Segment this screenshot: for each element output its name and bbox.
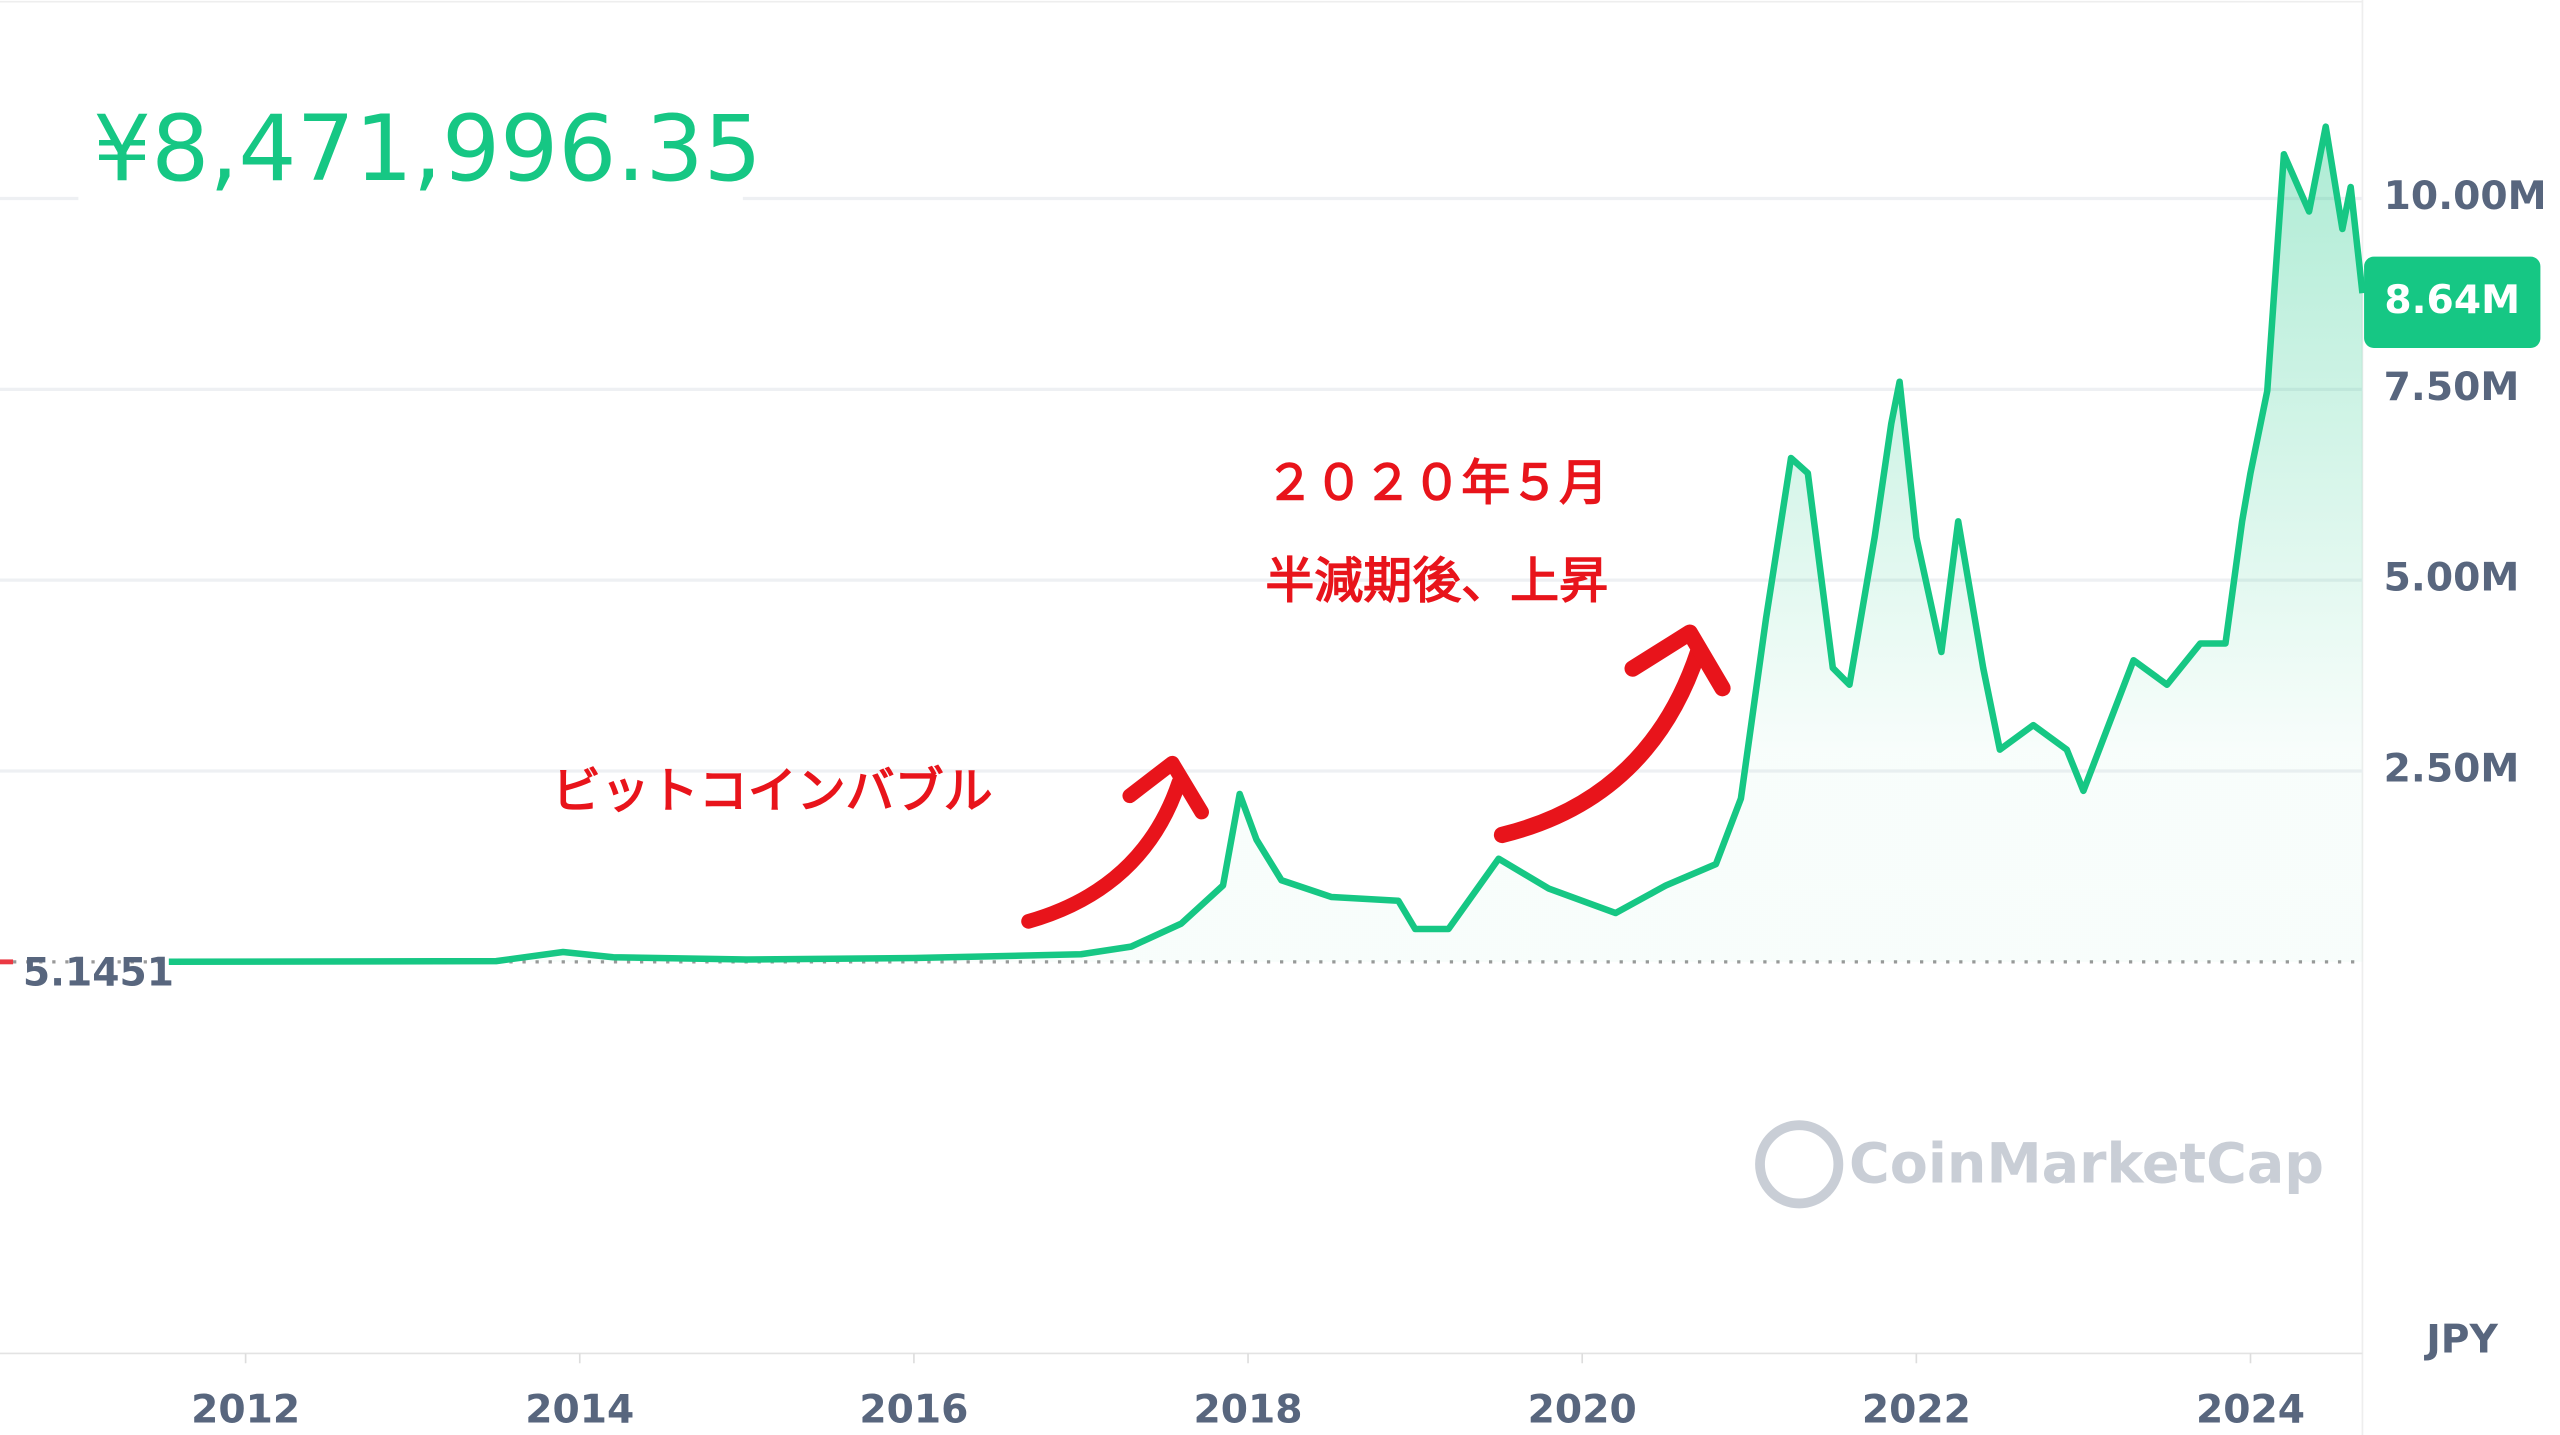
x-tick-label: 2022: [1862, 1388, 1971, 1433]
annotation: ２０２０年５月: [1265, 454, 1608, 511]
annotation: ビットコインバブル: [552, 763, 993, 820]
line: [168, 123, 2366, 966]
x-tick-label: 2024: [2196, 1388, 2305, 1433]
current-label: 8.64M: [2384, 278, 2520, 323]
grid: [0, 196, 2363, 773]
current-badge: [2364, 256, 2541, 348]
arrow: [1493, 644, 1707, 844]
start-price-label: 5.1451: [23, 950, 174, 995]
area: [168, 126, 2363, 962]
plot: [0, 123, 2366, 966]
price: ¥8,471,996.35: [93, 95, 762, 202]
x-tick-label: 2012: [191, 1388, 300, 1433]
x-tick-label: 2018: [1194, 1388, 1303, 1433]
x-tick-label: 2020: [1528, 1388, 1637, 1433]
arrow: [1021, 775, 1187, 929]
y-tick-label: 10.00M: [2384, 174, 2547, 219]
annotation: 半減期後、上昇: [1265, 552, 1608, 609]
x-tick-label: 2014: [525, 1388, 634, 1433]
y-tick-label: 7.50M: [2384, 365, 2520, 410]
watermark-logo: [1755, 1120, 1844, 1209]
currency: JPY: [2423, 1318, 2498, 1363]
arrow-head: [1122, 755, 1209, 820]
arrow-head: [1624, 624, 1731, 697]
x-tick-label: 2016: [859, 1388, 968, 1433]
y-tick-label: 5.00M: [2384, 556, 2520, 601]
y-tick-label: 2.50M: [2384, 747, 2520, 792]
watermark: CoinMarketCap: [1849, 1133, 2324, 1197]
price-bg: [78, 97, 743, 206]
